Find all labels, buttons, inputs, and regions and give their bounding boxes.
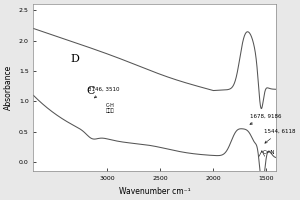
X-axis label: Wavenumber cm⁻¹: Wavenumber cm⁻¹ <box>119 187 191 196</box>
Text: C-H
饱和键: C-H 饱和键 <box>105 103 114 113</box>
Y-axis label: Absorbance: Absorbance <box>4 65 13 110</box>
Text: C=N: C=N <box>263 150 275 155</box>
Text: D: D <box>70 54 79 64</box>
Text: 3146, 3510: 3146, 3510 <box>88 87 120 98</box>
Text: C: C <box>86 86 95 96</box>
Text: 1678, 9186: 1678, 9186 <box>250 114 282 124</box>
Text: 1544, 6118: 1544, 6118 <box>264 129 295 143</box>
